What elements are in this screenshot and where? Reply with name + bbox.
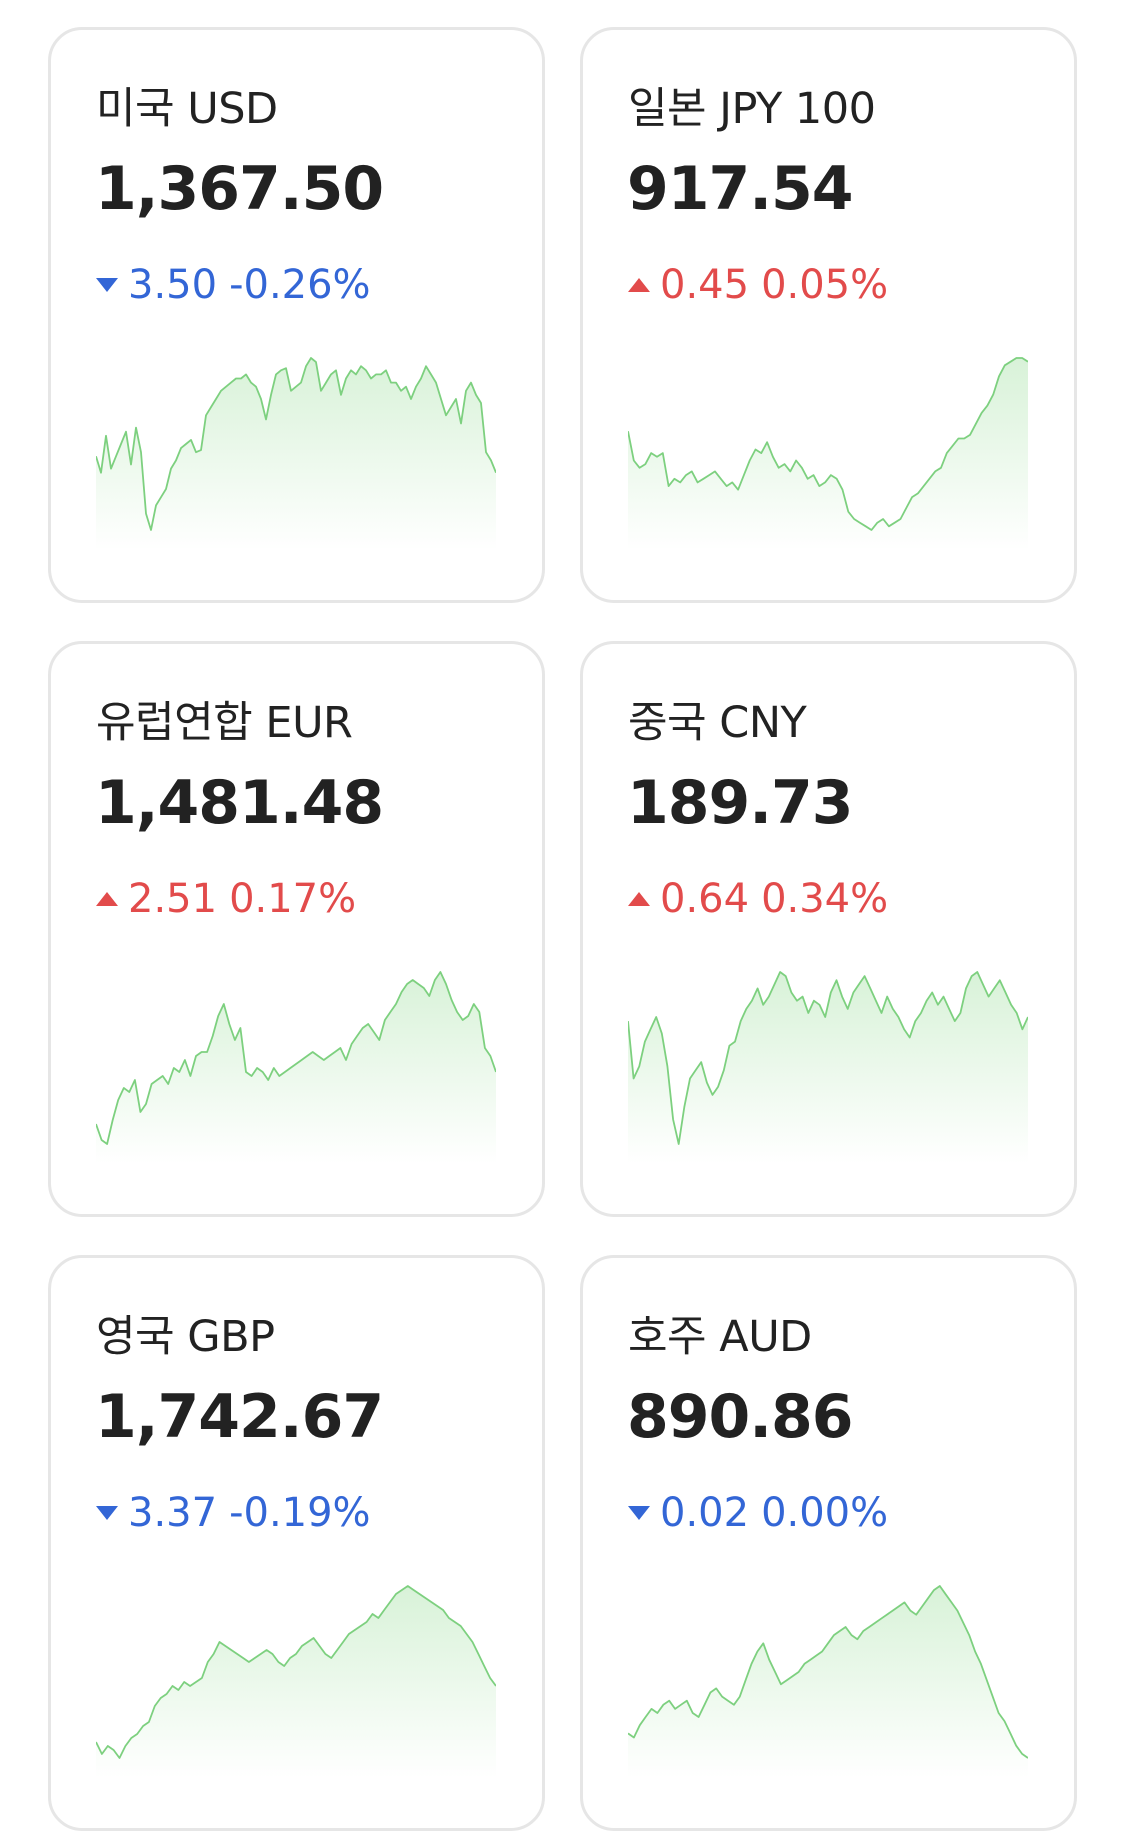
change-percent: 0.17% bbox=[229, 876, 357, 922]
sparkline-chart bbox=[96, 357, 496, 550]
sparkline-chart bbox=[96, 971, 496, 1164]
card-aud[interactable]: 호주 AUD 890.86 0.02 0.00% bbox=[580, 1255, 1077, 1831]
exchange-rate: 890.86 bbox=[627, 1382, 854, 1452]
sparkline-area bbox=[628, 358, 1028, 550]
sparkline-area bbox=[96, 358, 496, 550]
sparkline-line bbox=[628, 357, 1028, 531]
sparkline-line bbox=[628, 1585, 1028, 1759]
rate-change: 0.45 0.05% bbox=[628, 262, 888, 308]
triangle-up-icon bbox=[628, 278, 650, 292]
triangle-up-icon bbox=[628, 892, 650, 906]
change-percent: -0.19% bbox=[229, 1490, 371, 1536]
sparkline-line bbox=[96, 971, 496, 1145]
change-percent: 0.34% bbox=[761, 876, 889, 922]
change-percent: 0.00% bbox=[761, 1490, 889, 1536]
sparkline-area bbox=[96, 972, 496, 1164]
change-amount: 0.02 bbox=[660, 1490, 750, 1536]
currency-name: 영국 GBP bbox=[96, 1312, 275, 1362]
triangle-down-icon bbox=[96, 1506, 118, 1520]
sparkline-chart bbox=[628, 1585, 1028, 1778]
triangle-down-icon bbox=[628, 1506, 650, 1520]
exchange-rate: 1,742.67 bbox=[95, 1382, 384, 1452]
currency-name: 중국 CNY bbox=[628, 698, 807, 748]
change-amount: 3.50 bbox=[128, 262, 218, 308]
card-gbp[interactable]: 영국 GBP 1,742.67 3.37 -0.19% bbox=[48, 1255, 545, 1831]
exchange-rate: 189.73 bbox=[627, 768, 854, 838]
exchange-rate: 1,481.48 bbox=[95, 768, 384, 838]
currency-name: 일본 JPY 100 bbox=[628, 84, 876, 134]
rate-change: 3.50 -0.26% bbox=[96, 262, 371, 308]
sparkline-line bbox=[628, 971, 1028, 1145]
change-amount: 3.37 bbox=[128, 1490, 218, 1536]
rate-change: 3.37 -0.19% bbox=[96, 1490, 371, 1536]
change-amount: 2.51 bbox=[128, 876, 218, 922]
sparkline-area bbox=[628, 972, 1028, 1164]
sparkline-area bbox=[628, 1586, 1028, 1778]
sparkline-line bbox=[96, 1585, 496, 1759]
sparkline-line bbox=[96, 357, 496, 531]
change-amount: 0.45 bbox=[660, 262, 750, 308]
triangle-up-icon bbox=[96, 892, 118, 906]
sparkline-chart bbox=[96, 1585, 496, 1778]
sparkline-area bbox=[96, 1586, 496, 1778]
currency-name: 미국 USD bbox=[96, 84, 278, 134]
rate-change: 0.64 0.34% bbox=[628, 876, 888, 922]
exchange-rate: 1,367.50 bbox=[95, 154, 384, 224]
rate-change: 2.51 0.17% bbox=[96, 876, 356, 922]
triangle-down-icon bbox=[96, 278, 118, 292]
sparkline-chart bbox=[628, 357, 1028, 550]
card-jpy[interactable]: 일본 JPY 100 917.54 0.45 0.05% bbox=[580, 27, 1077, 603]
currency-name: 호주 AUD bbox=[628, 1312, 812, 1362]
card-usd[interactable]: 미국 USD 1,367.50 3.50 -0.26% bbox=[48, 27, 545, 603]
currency-name: 유럽연합 EUR bbox=[96, 698, 353, 748]
change-percent: -0.26% bbox=[229, 262, 371, 308]
change-percent: 0.05% bbox=[761, 262, 889, 308]
exchange-rate-grid: 미국 USD 1,367.50 3.50 -0.26% 일본 JPY 100 9… bbox=[48, 27, 1077, 1831]
card-cny[interactable]: 중국 CNY 189.73 0.64 0.34% bbox=[580, 641, 1077, 1217]
rate-change: 0.02 0.00% bbox=[628, 1490, 888, 1536]
card-eur[interactable]: 유럽연합 EUR 1,481.48 2.51 0.17% bbox=[48, 641, 545, 1217]
exchange-rate: 917.54 bbox=[627, 154, 854, 224]
change-amount: 0.64 bbox=[660, 876, 750, 922]
sparkline-chart bbox=[628, 971, 1028, 1164]
